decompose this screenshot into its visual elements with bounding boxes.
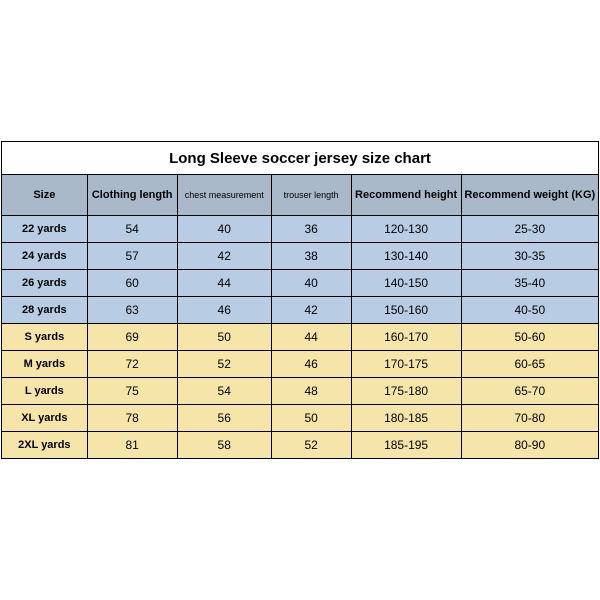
value-cell: 72	[87, 351, 177, 378]
table-row: 24 yards574238130-14030-35	[2, 243, 599, 270]
value-cell: 75	[87, 378, 177, 405]
value-cell: 56	[177, 405, 271, 432]
value-cell: 52	[271, 432, 351, 459]
column-header-0: Size	[2, 175, 88, 216]
value-cell: 170-175	[351, 351, 461, 378]
value-cell: 130-140	[351, 243, 461, 270]
title-row: Long Sleeve soccer jersey size chart	[2, 142, 599, 175]
value-cell: 78	[87, 405, 177, 432]
size-cell: M yards	[2, 351, 88, 378]
value-cell: 175-180	[351, 378, 461, 405]
value-cell: 38	[271, 243, 351, 270]
value-cell: 50	[271, 405, 351, 432]
size-cell: L yards	[2, 378, 88, 405]
size-cell: S yards	[2, 324, 88, 351]
value-cell: 60	[87, 270, 177, 297]
value-cell: 40	[177, 216, 271, 243]
size-cell: 22 yards	[2, 216, 88, 243]
size-cell: XL yards	[2, 405, 88, 432]
column-header-3: trouser length	[271, 175, 351, 216]
value-cell: 60-65	[461, 351, 598, 378]
value-cell: 25-30	[461, 216, 598, 243]
value-cell: 120-130	[351, 216, 461, 243]
table-row: XL yards785650180-18570-80	[2, 405, 599, 432]
value-cell: 36	[271, 216, 351, 243]
column-header-5: Recommend weight (KG)	[461, 175, 598, 216]
value-cell: 70-80	[461, 405, 598, 432]
value-cell: 52	[177, 351, 271, 378]
value-cell: 30-35	[461, 243, 598, 270]
table-row: 22 yards544036120-13025-30	[2, 216, 599, 243]
value-cell: 46	[271, 351, 351, 378]
column-header-2: chest measurement	[177, 175, 271, 216]
table-body: 22 yards544036120-13025-3024 yards574238…	[2, 216, 599, 459]
size-chart-table: Long Sleeve soccer jersey size chart Siz…	[1, 141, 599, 459]
value-cell: 50	[177, 324, 271, 351]
value-cell: 63	[87, 297, 177, 324]
table-row: 2XL yards815852185-19580-90	[2, 432, 599, 459]
value-cell: 65-70	[461, 378, 598, 405]
header-row: SizeClothing lengthchest measurementtrou…	[2, 175, 599, 216]
column-header-1: Clothing length	[87, 175, 177, 216]
value-cell: 50-60	[461, 324, 598, 351]
size-chart-container: Long Sleeve soccer jersey size chart Siz…	[0, 0, 600, 600]
value-cell: 42	[271, 297, 351, 324]
value-cell: 80-90	[461, 432, 598, 459]
value-cell: 160-170	[351, 324, 461, 351]
table-row: S yards695044160-17050-60	[2, 324, 599, 351]
table-title: Long Sleeve soccer jersey size chart	[2, 142, 599, 175]
value-cell: 57	[87, 243, 177, 270]
value-cell: 48	[271, 378, 351, 405]
value-cell: 46	[177, 297, 271, 324]
value-cell: 40	[271, 270, 351, 297]
size-cell: 28 yards	[2, 297, 88, 324]
value-cell: 150-160	[351, 297, 461, 324]
value-cell: 54	[87, 216, 177, 243]
table-row: L yards755448175-18065-70	[2, 378, 599, 405]
value-cell: 69	[87, 324, 177, 351]
value-cell: 35-40	[461, 270, 598, 297]
value-cell: 44	[271, 324, 351, 351]
value-cell: 40-50	[461, 297, 598, 324]
value-cell: 58	[177, 432, 271, 459]
value-cell: 81	[87, 432, 177, 459]
value-cell: 54	[177, 378, 271, 405]
column-header-4: Recommend height	[351, 175, 461, 216]
table-row: 28 yards634642150-16040-50	[2, 297, 599, 324]
size-cell: 26 yards	[2, 270, 88, 297]
table-row: M yards725246170-17560-65	[2, 351, 599, 378]
value-cell: 140-150	[351, 270, 461, 297]
table-row: 26 yards604440140-15035-40	[2, 270, 599, 297]
value-cell: 185-195	[351, 432, 461, 459]
size-cell: 24 yards	[2, 243, 88, 270]
value-cell: 44	[177, 270, 271, 297]
value-cell: 180-185	[351, 405, 461, 432]
value-cell: 42	[177, 243, 271, 270]
size-cell: 2XL yards	[2, 432, 88, 459]
